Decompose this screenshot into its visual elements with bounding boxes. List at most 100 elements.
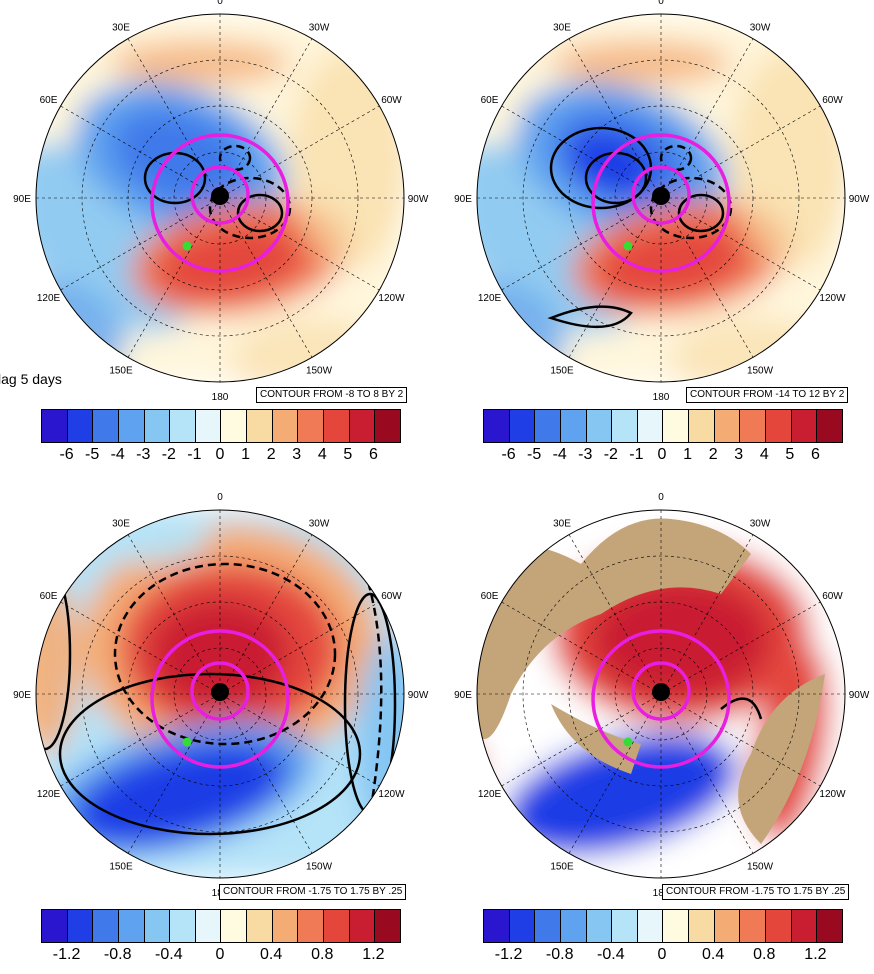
longitude-label: 0 bbox=[658, 492, 664, 503]
colorbar-cell bbox=[714, 910, 741, 942]
colorbar-top-left bbox=[41, 409, 401, 443]
colorbar-cell bbox=[791, 910, 818, 942]
longitude-label: 120E bbox=[478, 789, 502, 800]
longitude-label: 30E bbox=[112, 23, 130, 34]
colorbar-cell bbox=[118, 910, 145, 942]
colorbar-cell bbox=[42, 910, 68, 942]
field-shading bbox=[36, 14, 404, 382]
colorbar-cell bbox=[67, 910, 94, 942]
colorbar-tick-label: 1 bbox=[683, 446, 693, 463]
polar-map: 0 30W 60W 90W 120W 150W 180 150E 120E 90E 60E 30E bbox=[454, 0, 870, 403]
colorbar-cell bbox=[740, 410, 767, 442]
colorbar-tick-label: 2 bbox=[266, 446, 276, 463]
colorbar-cell bbox=[375, 910, 400, 942]
colorbar-cell bbox=[272, 410, 299, 442]
longitude-label: 90E bbox=[13, 194, 31, 205]
longitude-label: 90E bbox=[454, 194, 472, 205]
colorbar-cell bbox=[324, 410, 350, 442]
colorbar-cell bbox=[637, 410, 664, 442]
colorbar-tick-label: 0 bbox=[657, 946, 667, 963]
longitude-label: 150W bbox=[747, 861, 774, 872]
colorbar-cell bbox=[67, 410, 94, 442]
map-boundary bbox=[35, 509, 405, 879]
graticule bbox=[477, 510, 845, 878]
polar-map: 0 30W 60W 90W 120W 150W 180 150E 120E 90E 60E 30E bbox=[13, 0, 429, 403]
colorbar-cell bbox=[170, 410, 196, 442]
colorbar-tick-label: -2 bbox=[603, 446, 618, 463]
contour-lines bbox=[720, 697, 763, 720]
colorbar-cell bbox=[144, 910, 171, 942]
longitude-label: 60W bbox=[381, 95, 402, 106]
colorbar-tick-label: -0.8 bbox=[545, 946, 574, 963]
colorbar-tick-label: 6 bbox=[810, 446, 820, 463]
colorbar-tick-label: -5 bbox=[527, 446, 542, 463]
location-marker bbox=[623, 241, 633, 251]
outer-ring bbox=[591, 133, 731, 273]
colorbar-tick-label: 0.8 bbox=[311, 946, 334, 963]
colorbar-cell bbox=[221, 910, 248, 942]
location-marker bbox=[623, 737, 633, 747]
longitude-label: 90W bbox=[849, 690, 870, 701]
colorbar-bottom-right bbox=[483, 909, 843, 943]
colorbar-cell bbox=[349, 410, 376, 442]
longitude-label: 180 bbox=[653, 888, 670, 899]
colorbar-cell bbox=[817, 910, 842, 942]
colorbar-cell bbox=[484, 910, 510, 942]
longitude-label: 150E bbox=[109, 365, 133, 376]
field-shading bbox=[36, 510, 404, 878]
longitude-label: 30W bbox=[750, 519, 771, 530]
longitude-label: 120W bbox=[378, 293, 405, 304]
graticule bbox=[477, 14, 845, 382]
colorbar-tick-label: 3 bbox=[734, 446, 744, 463]
inner-ring bbox=[631, 165, 691, 225]
longitude-label: 30E bbox=[112, 519, 130, 530]
longitude-label: 60W bbox=[381, 591, 402, 602]
colorbar-tick-label: -6 bbox=[59, 446, 74, 463]
longitude-label: 0 bbox=[658, 0, 664, 7]
colorbar-cell bbox=[247, 910, 273, 942]
colorbar-cell bbox=[637, 910, 664, 942]
pole-marker bbox=[652, 187, 670, 205]
pole-marker bbox=[652, 683, 670, 701]
colorbar-cell bbox=[221, 410, 248, 442]
colorbar-cell bbox=[740, 910, 767, 942]
location-marker bbox=[182, 241, 192, 251]
longitude-label: 150E bbox=[550, 365, 574, 376]
longitude-label: 120E bbox=[37, 789, 61, 800]
longitude-label: 150W bbox=[747, 365, 774, 376]
colorbar-tick-label: 6 bbox=[368, 446, 378, 463]
longitude-label: 60E bbox=[40, 591, 58, 602]
colorbar-cell bbox=[509, 910, 536, 942]
longitude-label: 90W bbox=[849, 194, 870, 205]
longitude-label: 60E bbox=[481, 591, 499, 602]
colorbar-tick-label: -6 bbox=[501, 446, 516, 463]
colorbar-cell bbox=[612, 410, 638, 442]
longitude-label: 120W bbox=[378, 789, 405, 800]
graticule bbox=[36, 14, 404, 382]
longitude-label: 30W bbox=[750, 23, 771, 34]
colorbar-cell bbox=[298, 910, 325, 942]
pole-marker bbox=[211, 683, 229, 701]
colorbar-cell bbox=[612, 910, 638, 942]
longitude-label: 150W bbox=[306, 861, 333, 872]
longitude-label: 0 bbox=[217, 0, 223, 7]
colorbar-cell bbox=[349, 910, 376, 942]
colorbar-cell bbox=[586, 910, 613, 942]
colorbar-cell bbox=[118, 410, 145, 442]
colorbar-tick-label: -1 bbox=[187, 446, 202, 463]
longitude-label: 120E bbox=[37, 293, 61, 304]
contour-info-label: CONTOUR FROM -1.75 TO 1.75 BY .25 bbox=[219, 884, 407, 900]
colorbar-cell bbox=[766, 910, 792, 942]
colorbar-tick-label: 1.2 bbox=[804, 946, 827, 963]
colorbar-cell bbox=[484, 410, 510, 442]
colorbar-tick-label: 2 bbox=[708, 446, 718, 463]
longitude-label: 90E bbox=[13, 690, 31, 701]
longitude-label: 180 bbox=[212, 392, 229, 403]
longitude-label: 60W bbox=[822, 95, 843, 106]
colorbar-tick-label: 0.4 bbox=[260, 946, 283, 963]
colorbar-tick-label: -0.4 bbox=[155, 946, 183, 963]
colorbar-cell bbox=[689, 910, 715, 942]
outer-ring bbox=[150, 133, 290, 273]
colorbar-tick-label: -3 bbox=[578, 446, 593, 463]
